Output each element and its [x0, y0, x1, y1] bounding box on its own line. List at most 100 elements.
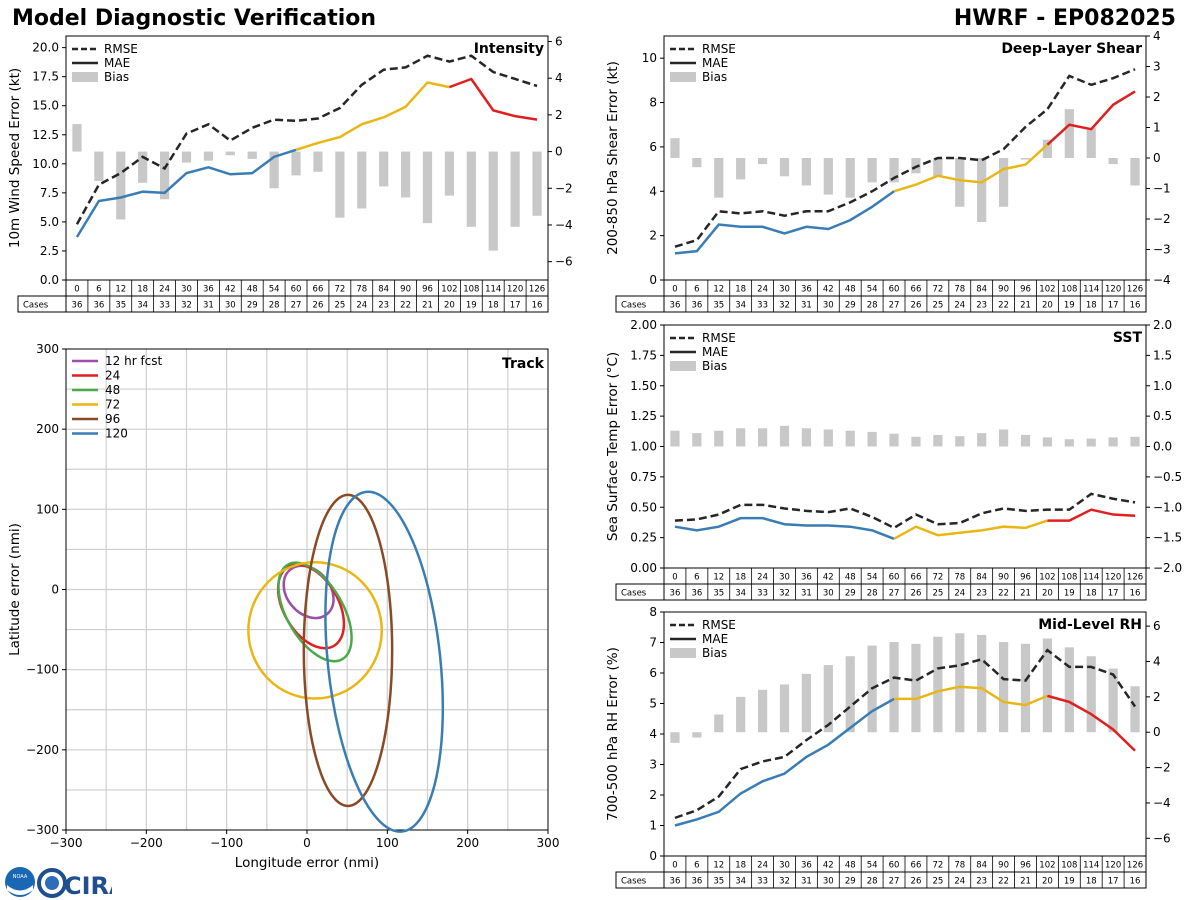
- mae-line-segment: [894, 685, 1048, 707]
- mae-line-segment: [1047, 694, 1136, 752]
- forecast-hour-label: 114: [1083, 285, 1099, 295]
- case-count: 20: [1042, 301, 1053, 311]
- intensity-panel: 0.0 2.5 5.0 7.5 10.0 12.5 15.0 17.5 20.0 −6 −4 −2 0 2…: [7, 35, 573, 313]
- case-count: 36: [670, 877, 681, 887]
- case-count: 35: [713, 877, 724, 887]
- bias-bar: [357, 151, 367, 209]
- legend-mae-label: MAE: [104, 56, 130, 70]
- error-ellipse: [247, 560, 383, 700]
- y2-tick-label: −2: [1153, 212, 1171, 226]
- case-count: 27: [291, 301, 302, 311]
- case-count: 33: [757, 301, 768, 311]
- forecast-hour-label: 102: [1039, 285, 1055, 295]
- forecast-hour-label: 48: [845, 861, 856, 871]
- case-count: 30: [823, 877, 834, 887]
- error-ellipse: [277, 561, 353, 663]
- y2-tick-label: 0.5: [1153, 409, 1172, 423]
- track-panel: −300−300 −200 −200 −100 −100 0 0 100 100 200 200 30…: [7, 342, 559, 871]
- y-tick-label: 100: [36, 502, 59, 516]
- y-tick-label: 3: [649, 758, 657, 772]
- case-count: 31: [801, 877, 812, 887]
- forecast-hour-label: 90: [998, 285, 1009, 295]
- forecast-hour-label: 120: [507, 285, 523, 295]
- bias-bar: [1042, 638, 1053, 733]
- legend-label: 24: [105, 369, 120, 383]
- forecast-hour-label: 24: [757, 573, 768, 583]
- y-tick-label: 7: [649, 636, 657, 650]
- case-count: 16: [1130, 301, 1141, 311]
- y-tick-label: 0: [649, 849, 657, 863]
- case-count: 28: [867, 589, 878, 599]
- y2-tick-label: 0: [1153, 151, 1161, 165]
- case-count: 18: [488, 301, 499, 311]
- cases-label: Cases: [23, 301, 49, 311]
- forecast-hour-label: 114: [485, 285, 501, 295]
- forecast-hour-label: 60: [889, 285, 900, 295]
- forecast-hour-label: 36: [801, 861, 812, 871]
- bias-bar: [955, 633, 965, 733]
- forecast-hour-label: 96: [1020, 285, 1031, 295]
- case-count: 23: [976, 301, 987, 311]
- bias-bar: [998, 158, 1009, 207]
- case-count: 29: [845, 301, 856, 311]
- forecast-hour-label: 72: [932, 861, 943, 871]
- forecast-hour-label: 102: [1039, 573, 1055, 583]
- bias-bar: [955, 158, 965, 207]
- y-tick-label: 15.0: [32, 99, 59, 113]
- forecast-hour-label: 54: [867, 861, 878, 871]
- legend-mae-label: MAE: [702, 56, 728, 70]
- y2-tick-label: −3: [1153, 243, 1171, 257]
- y2-tick-label: 1.0: [1153, 379, 1172, 393]
- y-tick-label: 200: [36, 422, 59, 436]
- y2-tick-label: 4: [1153, 29, 1161, 43]
- bias-bar: [670, 430, 680, 447]
- case-count: 28: [867, 877, 878, 887]
- mae-line-segment: [295, 81, 450, 152]
- rmse-line: [674, 648, 1137, 820]
- y-tick-label: 0: [649, 273, 657, 287]
- bias-bar: [801, 158, 812, 186]
- forecast-hour-label: 54: [269, 285, 280, 295]
- y-tick-label: 17.5: [32, 70, 59, 84]
- forecast-hour-label: 12: [713, 573, 724, 583]
- bias-bar: [889, 433, 899, 447]
- cira-text: CIRA: [64, 872, 112, 900]
- legend-bias-swatch: [670, 361, 696, 371]
- forecast-hour-label: 0: [672, 573, 677, 583]
- forecast-hour-label: 126: [1127, 285, 1143, 295]
- forecast-hour-label: 66: [313, 285, 324, 295]
- case-count: 33: [159, 301, 170, 311]
- forecast-hour-label: 0: [672, 861, 677, 871]
- error-ellipse: [324, 490, 445, 833]
- legend-label: 72: [105, 398, 120, 412]
- x-tick-label: 0: [303, 836, 311, 850]
- case-count: 31: [801, 301, 812, 311]
- forecast-hour-label: 78: [954, 573, 965, 583]
- bias-bar: [933, 158, 943, 177]
- y2-tick-label: 3: [1153, 60, 1161, 74]
- forecast-hour-label: 54: [867, 573, 878, 583]
- bias-bar: [116, 151, 126, 220]
- bias-bar: [1042, 437, 1053, 447]
- forecast-hour-label: 36: [801, 285, 812, 295]
- forecast-hour-label: 60: [291, 285, 302, 295]
- case-count: 25: [334, 301, 345, 311]
- case-count: 19: [1064, 301, 1075, 311]
- y2-tick-label: −0.5: [1153, 470, 1182, 484]
- forecast-hour-label: 96: [1020, 573, 1031, 583]
- bias-bar: [670, 732, 680, 743]
- forecast-hour-label: 114: [1083, 573, 1099, 583]
- case-count: 21: [1020, 301, 1031, 311]
- case-count: 16: [1130, 877, 1141, 887]
- forecast-hour-label: 18: [735, 285, 746, 295]
- case-count: 26: [911, 589, 922, 599]
- y-axis-label: Sea Surface Temp Error (°C): [605, 352, 621, 541]
- case-count: 17: [510, 301, 521, 311]
- bias-bar: [757, 158, 768, 165]
- mae-line-segment: [893, 519, 1048, 540]
- bias-bar: [889, 642, 899, 733]
- y2-tick-label: −1.0: [1153, 500, 1182, 514]
- forecast-hour-label: 102: [1039, 861, 1055, 871]
